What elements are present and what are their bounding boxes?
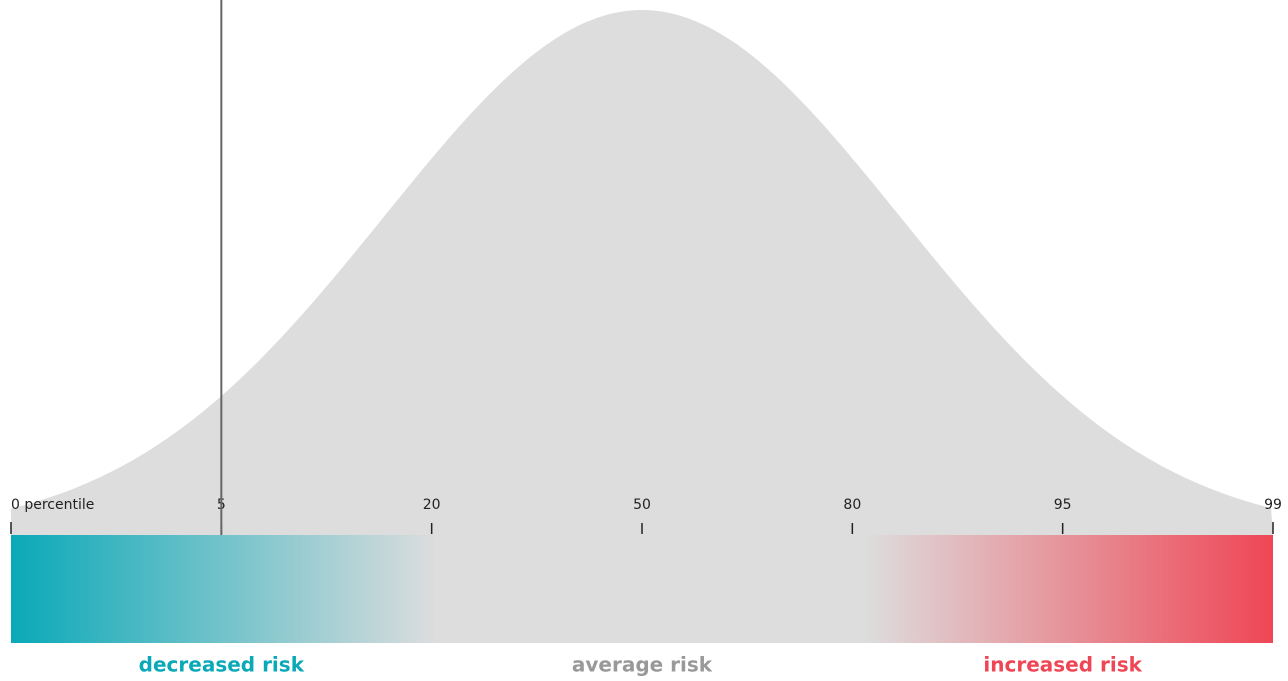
tick-label: 20: [423, 497, 441, 513]
tick-label: 0 percentile: [11, 497, 94, 513]
region-label: increased risk: [983, 653, 1142, 677]
tick-label: 99: [1264, 497, 1282, 513]
region-label: average risk: [572, 653, 713, 677]
risk-bar: [11, 535, 1273, 643]
tick-label: 80: [843, 497, 861, 513]
tick-label: 50: [633, 497, 651, 513]
region-label: decreased risk: [139, 653, 305, 677]
tick-label: 95: [1054, 497, 1072, 513]
distribution-curve: [11, 10, 1273, 535]
